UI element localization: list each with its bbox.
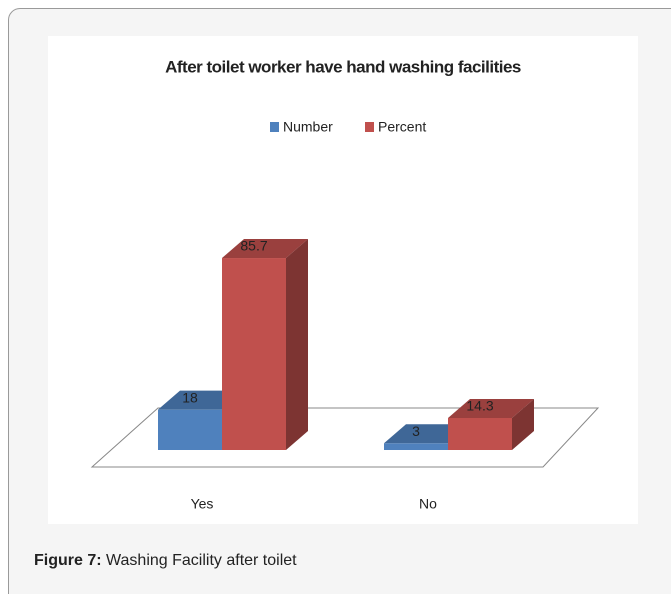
- data-label: 18: [182, 389, 198, 405]
- chart-title: After toilet worker have hand washing fa…: [165, 57, 521, 76]
- data-label: 14.3: [466, 398, 493, 414]
- bar-front: [448, 417, 512, 450]
- bar-top: [222, 239, 308, 259]
- bar-front: [384, 443, 448, 450]
- x-tick-label: Yes: [191, 496, 214, 512]
- legend-label: Number: [283, 119, 333, 135]
- chart: After toilet worker have hand washing fa…: [48, 36, 638, 524]
- caption: Figure 7: Washing Facility after toilet: [34, 552, 297, 570]
- x-tick-label: No: [419, 496, 437, 512]
- bar-front: [158, 409, 222, 450]
- caption-text: Washing Facility after toilet: [106, 552, 297, 569]
- bar-side: [512, 398, 534, 450]
- caption-label: Figure 7:: [34, 552, 102, 569]
- legend-label: Percent: [378, 119, 426, 135]
- bar-side: [286, 239, 308, 450]
- data-label: 85.7: [240, 238, 267, 254]
- data-label: 3: [412, 423, 420, 439]
- legend-swatch: [270, 122, 279, 132]
- legend-swatch: [365, 122, 374, 132]
- bar-top: [448, 398, 534, 418]
- bar-front: [222, 258, 286, 450]
